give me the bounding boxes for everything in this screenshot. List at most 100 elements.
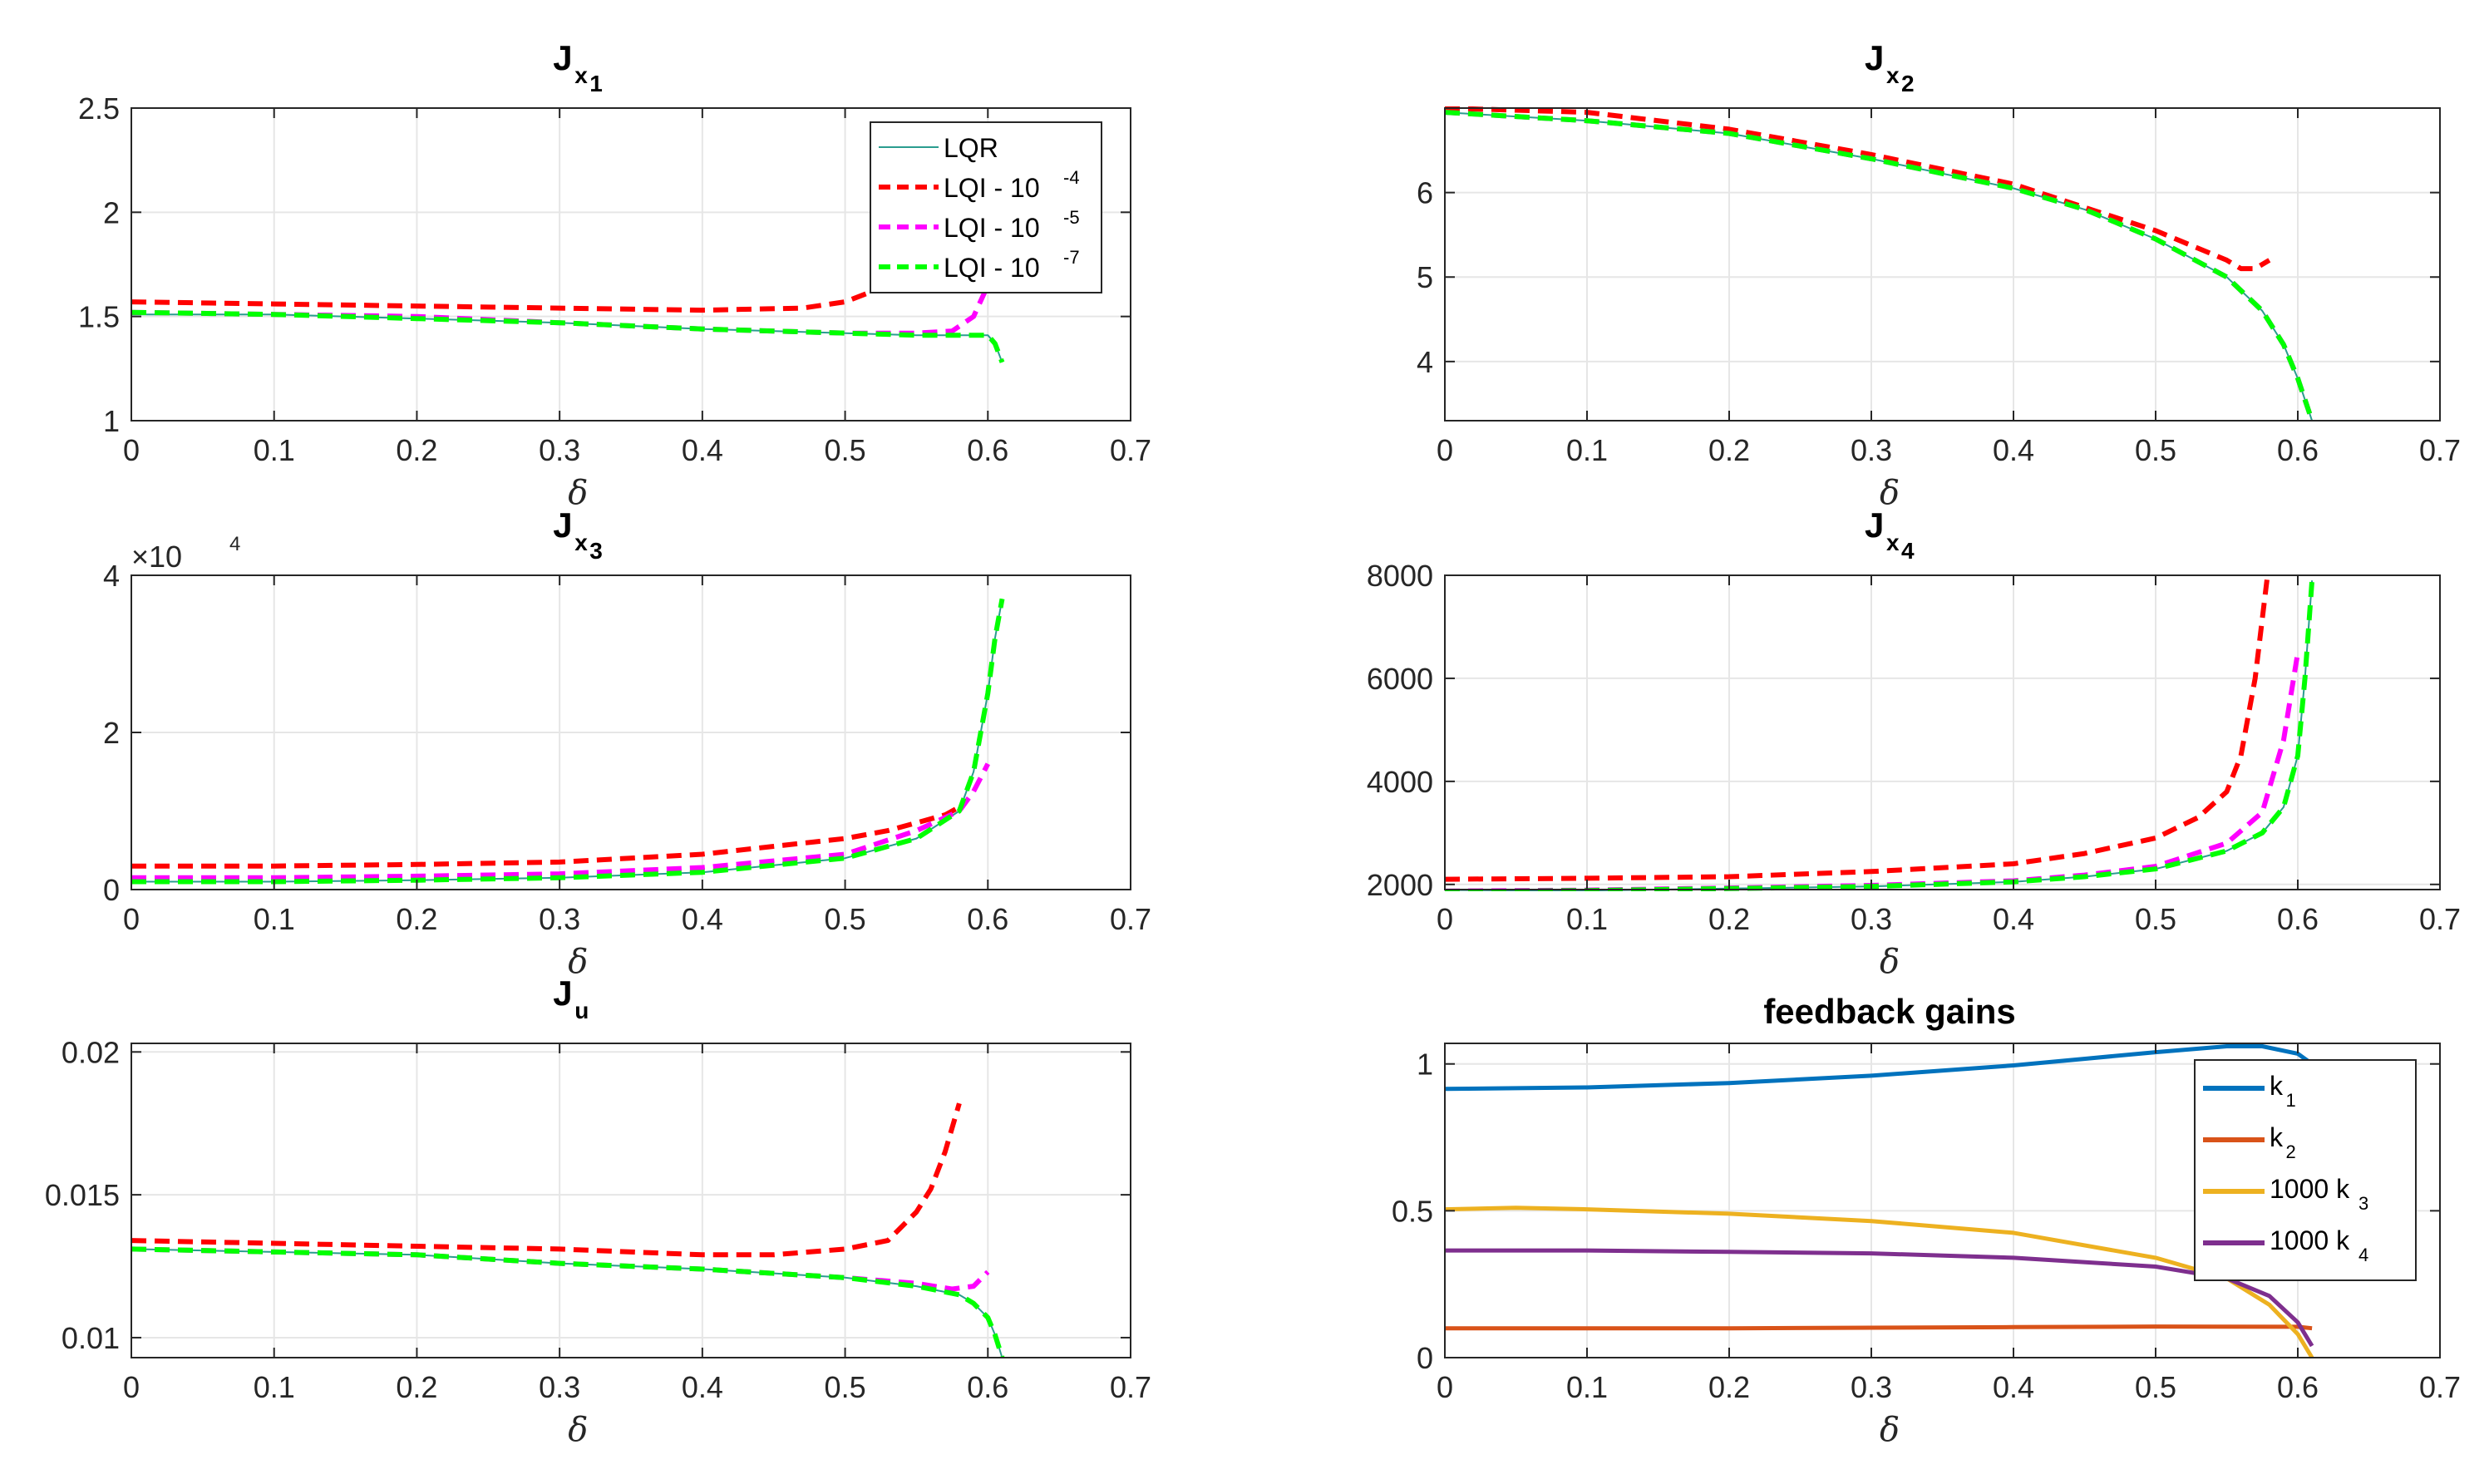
axes-box bbox=[1444, 574, 2441, 890]
legend-subscript: 1 bbox=[2286, 1090, 2296, 1111]
legend-exponent: -4 bbox=[1063, 167, 1080, 188]
chart-gains: 0 0.1 0.2 0.3 0.4 0.5 0.6 0.7 0 0.5 1 δ feedback gai… bbox=[1392, 992, 2461, 1449]
chart-jx1: 0 0.1 0.2 0.3 0.4 0.5 0.6 0.711.522.5δJ x 1LQRLQI… bbox=[78, 38, 1151, 512]
title-subsubscript: 4 bbox=[1901, 538, 1915, 564]
legend-label: k bbox=[2270, 1071, 2284, 1101]
series-line-k1 bbox=[1445, 1044, 2314, 1092]
x-tick-label: 0.2 bbox=[1708, 433, 1750, 467]
x-tick-label: 0 bbox=[123, 902, 140, 936]
series-line-lqi-10-7 bbox=[1445, 110, 2314, 422]
legend-label: LQI - 10 bbox=[944, 213, 1040, 243]
series-line-lqi-10-5 bbox=[131, 762, 990, 880]
x-tick-label: 0.2 bbox=[1708, 902, 1750, 936]
x-tick-label: 0.7 bbox=[1110, 433, 1151, 467]
y-tick-label: 5 bbox=[1417, 260, 1433, 294]
title-subsubscript: 1 bbox=[589, 71, 603, 96]
x-tick-label: 0.4 bbox=[1993, 902, 2034, 936]
x-tick-label: 0.3 bbox=[539, 1370, 580, 1404]
x-tick-label: 0.4 bbox=[682, 902, 723, 936]
x-tick-label: 0.5 bbox=[2135, 433, 2176, 467]
axis-exponent-base: ×10 bbox=[131, 540, 182, 574]
x-tick-label: 0.6 bbox=[967, 1370, 1008, 1404]
chart-jx4: 0 0.1 0.2 0.3 0.4 0.5 0.6 0.7 2000 4000 6000 8000 δ J… bbox=[1367, 505, 2461, 981]
y-tick-label: 2 bbox=[103, 195, 120, 229]
x-tick-label: 0 bbox=[1437, 902, 1453, 936]
y-tick-label: 4 bbox=[103, 559, 120, 593]
series-line-lqi-10-7 bbox=[131, 309, 1005, 363]
x-tick-label: 0.5 bbox=[825, 902, 866, 936]
x-tick-label: 0.3 bbox=[1851, 433, 1892, 467]
x-tick-label: 0.6 bbox=[967, 433, 1008, 467]
x-axis-label: δ bbox=[1880, 943, 1900, 981]
x-tick-label: 0.1 bbox=[1566, 433, 1608, 467]
legend-label: LQR bbox=[944, 133, 998, 163]
x-tick-label: 0.5 bbox=[825, 433, 866, 467]
x-tick-label: 0.3 bbox=[1851, 1370, 1892, 1404]
plot-area bbox=[1445, 108, 2440, 421]
chart-title: feedback gains bbox=[1763, 992, 2015, 1031]
series-line-lqi-10-7 bbox=[131, 1246, 1005, 1358]
y-tick-label: 6 bbox=[1417, 176, 1433, 210]
x-tick-label: 0.6 bbox=[967, 902, 1008, 936]
x-tick-label: 0.4 bbox=[1993, 433, 2034, 467]
title-subsubscript: 2 bbox=[1901, 71, 1915, 96]
x-axis-label: δ bbox=[568, 474, 588, 512]
title-main: J bbox=[1865, 38, 1884, 77]
x-tick-label: 0.4 bbox=[682, 1370, 723, 1404]
legend-subscript: 3 bbox=[2358, 1193, 2368, 1214]
x-tick-label: 0.7 bbox=[1110, 1370, 1151, 1404]
title-subscript: x bbox=[1886, 62, 1900, 88]
series-group bbox=[1445, 1044, 2314, 1359]
x-tick-label: 0.3 bbox=[539, 433, 580, 467]
series-line-lqi-10-4 bbox=[131, 805, 961, 869]
y-tick-label: 1.5 bbox=[78, 300, 120, 334]
x-tick-label: 0.7 bbox=[1110, 902, 1151, 936]
chart-jx2: 0 0.1 0.2 0.3 0.4 0.5 0.6 0.7 4 5 6 δ J x 2 bbox=[1417, 38, 2461, 512]
series-line-lqi-10-4 bbox=[1445, 106, 2271, 272]
title-subscript: x bbox=[574, 62, 588, 88]
title-subsubscript: 3 bbox=[589, 538, 603, 564]
y-tick-label: 0 bbox=[103, 873, 120, 907]
chart-ju: 0 0.1 0.2 0.3 0.4 0.5 0.6 0.7 0.01 0.015 0.02 δ J u bbox=[45, 974, 1151, 1449]
title-subscript: x bbox=[1886, 530, 1900, 555]
x-tick-label: 0.1 bbox=[254, 1370, 295, 1404]
y-tick-label: 0 bbox=[1417, 1341, 1433, 1375]
y-tick-label: 0.01 bbox=[62, 1321, 120, 1355]
x-tick-label: 0.5 bbox=[825, 1370, 866, 1404]
legend-subscript: 4 bbox=[2358, 1245, 2368, 1265]
title-main: J bbox=[553, 38, 572, 77]
legend-label: LQI - 10 bbox=[944, 253, 1040, 283]
axis-exponent-power: 4 bbox=[229, 533, 240, 555]
x-axis-label: δ bbox=[1880, 474, 1900, 512]
x-tick-label: 0.3 bbox=[539, 902, 580, 936]
series-group bbox=[1445, 106, 2314, 422]
series-group bbox=[131, 1102, 1005, 1358]
x-tick-label: 0.4 bbox=[682, 433, 723, 467]
title-subscript: x bbox=[574, 530, 588, 555]
y-tick-label: 8000 bbox=[1367, 559, 1433, 593]
x-tick-label: 0.1 bbox=[254, 902, 295, 936]
legend-label: 1000 k bbox=[2270, 1174, 2350, 1204]
axes-box bbox=[1444, 1043, 2441, 1358]
x-tick-label: 0.2 bbox=[396, 902, 437, 936]
x-axis-label: δ bbox=[1880, 1411, 1900, 1449]
series-line-k2 bbox=[1445, 1324, 2313, 1331]
x-tick-label: 0.2 bbox=[396, 433, 437, 467]
legend-label: k bbox=[2270, 1122, 2284, 1152]
x-tick-label: 0.1 bbox=[254, 433, 295, 467]
series-line-1000-k4 bbox=[1445, 1248, 2314, 1348]
x-tick-label: 0.7 bbox=[2419, 902, 2461, 936]
series-line-lqi-10-4 bbox=[131, 1102, 962, 1258]
x-tick-label: 0.6 bbox=[2277, 433, 2319, 467]
x-axis-label: δ bbox=[568, 1411, 588, 1449]
x-tick-label: 0.4 bbox=[1993, 1370, 2034, 1404]
axes-box bbox=[1444, 107, 2441, 422]
legend-label: LQI - 10 bbox=[944, 173, 1040, 203]
y-tick-label: 4000 bbox=[1367, 765, 1433, 799]
x-tick-label: 0.2 bbox=[1708, 1370, 1750, 1404]
